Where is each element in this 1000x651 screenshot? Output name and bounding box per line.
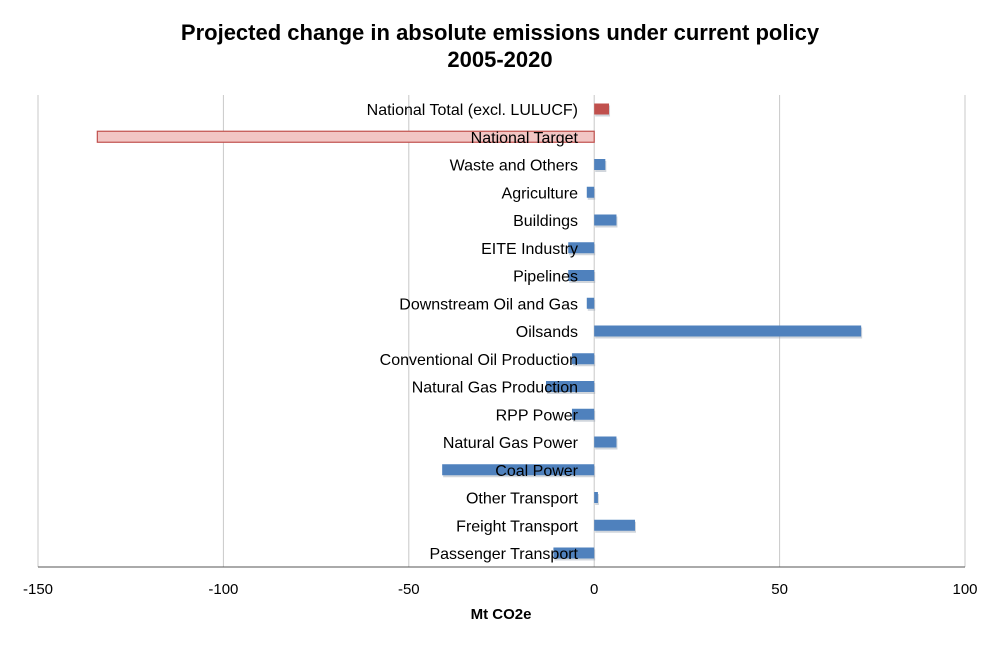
bar	[586, 186, 595, 198]
bar	[553, 547, 595, 559]
category-label: Other Transport	[466, 491, 579, 508]
bar	[594, 519, 635, 531]
chart-title: Projected change in absolute emissions u…	[181, 20, 820, 45]
bar	[571, 353, 595, 365]
category-label: Buildings	[513, 213, 578, 230]
x-axis-title: Mt CO2e	[471, 606, 532, 623]
bar	[594, 159, 606, 170]
category-label: Freight Transport	[456, 518, 578, 535]
x-tick-label: -100	[208, 581, 238, 598]
bar	[594, 492, 598, 503]
bar	[586, 297, 595, 309]
category-label: Agriculture	[502, 185, 579, 202]
bar	[96, 130, 595, 143]
category-label: EITE Industry	[481, 241, 578, 258]
category-label: Passenger Transport	[429, 546, 578, 563]
bar	[594, 214, 617, 226]
x-tick-label: -50	[398, 581, 420, 598]
category-label: National Target	[471, 130, 579, 147]
x-tick-label: 100	[952, 581, 977, 598]
bar	[594, 436, 617, 448]
bars	[96, 103, 863, 561]
bar	[568, 270, 595, 281]
x-tick-label: -150	[23, 581, 53, 598]
category-label: Natural Gas Power	[443, 435, 579, 452]
bar	[571, 408, 595, 420]
bar	[545, 381, 595, 392]
bar	[594, 325, 862, 337]
bar	[442, 464, 595, 476]
category-label: National Total (excl. LULUCF)	[367, 102, 578, 119]
category-label: Waste and Others	[450, 158, 578, 175]
category-label: RPP Power	[496, 407, 579, 424]
category-label: Coal Power	[495, 463, 578, 480]
category-label: Oilsands	[516, 324, 578, 341]
x-tick-label: 0	[590, 581, 598, 598]
x-axis-ticks: -150 -100 -50 0 50 100	[23, 581, 978, 598]
category-label: Conventional Oil Production	[380, 352, 578, 369]
bar	[568, 242, 595, 254]
category-labels: National Total (excl. LULUCF) National Ta…	[367, 102, 579, 563]
category-label: Pipelines	[513, 269, 578, 286]
chart-subtitle: 2005-2020	[447, 47, 552, 72]
bar	[594, 103, 610, 115]
x-tick-label: 50	[771, 581, 788, 598]
category-label: Downstream Oil and Gas	[399, 296, 578, 313]
category-label: Natural Gas Production	[412, 380, 578, 397]
